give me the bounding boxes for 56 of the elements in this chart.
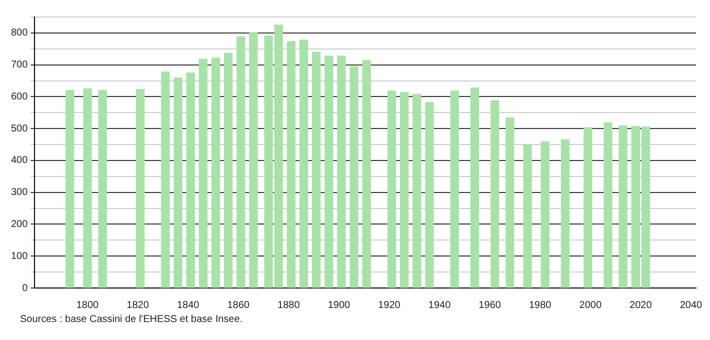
bar <box>618 125 628 288</box>
bar <box>211 58 220 288</box>
bar <box>224 52 233 288</box>
x-tick-label: 1940 <box>428 300 452 311</box>
bar <box>83 88 92 288</box>
bar <box>490 100 500 288</box>
bar <box>174 78 182 288</box>
bar <box>324 56 334 288</box>
bar <box>249 32 258 288</box>
bar <box>66 90 74 288</box>
bar <box>387 90 396 288</box>
bar <box>337 56 346 288</box>
bar <box>350 66 358 288</box>
y-tick-label: 500 <box>10 123 28 134</box>
x-tick-label: 2040 <box>680 300 703 311</box>
bar <box>362 60 371 288</box>
bar <box>470 87 480 288</box>
x-tick-label: 1820 <box>126 300 150 311</box>
bar <box>523 144 532 288</box>
y-tick-label: 300 <box>10 187 28 198</box>
bar <box>412 94 422 288</box>
source-note: Sources : base Cassini de l'EHESS et base Insee. <box>20 314 244 325</box>
x-tick-label: 1880 <box>278 300 300 311</box>
bar <box>136 89 145 288</box>
y-tick-label: 200 <box>10 218 28 230</box>
bar <box>506 117 514 288</box>
y-tick-label: 400 <box>10 155 28 166</box>
bar <box>186 72 195 288</box>
bar <box>299 40 308 288</box>
bar <box>312 52 321 288</box>
x-tick-label: 1920 <box>378 300 401 311</box>
bar <box>450 90 459 288</box>
x-tick-label: 1980 <box>528 300 552 311</box>
bar <box>161 72 170 288</box>
bar <box>198 58 208 288</box>
bar <box>584 127 592 288</box>
x-tick-label: 1800 <box>76 300 100 311</box>
bar <box>560 139 570 288</box>
bar <box>236 36 246 288</box>
x-tick-label: 1840 <box>176 300 200 311</box>
bar <box>98 90 107 288</box>
bar <box>540 141 550 288</box>
bar <box>400 92 409 288</box>
x-tick-label: 2020 <box>630 300 652 311</box>
x-tick-label: 1900 <box>328 300 350 311</box>
bar <box>425 102 434 288</box>
x-tick-label: 1960 <box>478 300 502 311</box>
y-tick-label: 100 <box>10 250 28 262</box>
y-tick-label: 800 <box>10 28 28 39</box>
x-tick-label: 1860 <box>227 300 250 311</box>
bar <box>286 41 296 288</box>
x-tick-label: 2000 <box>579 300 602 311</box>
y-tick-label: 700 <box>10 60 28 71</box>
bar <box>604 122 612 288</box>
y-tick-label: 600 <box>10 91 28 102</box>
y-tick-label: 0 <box>22 282 28 294</box>
